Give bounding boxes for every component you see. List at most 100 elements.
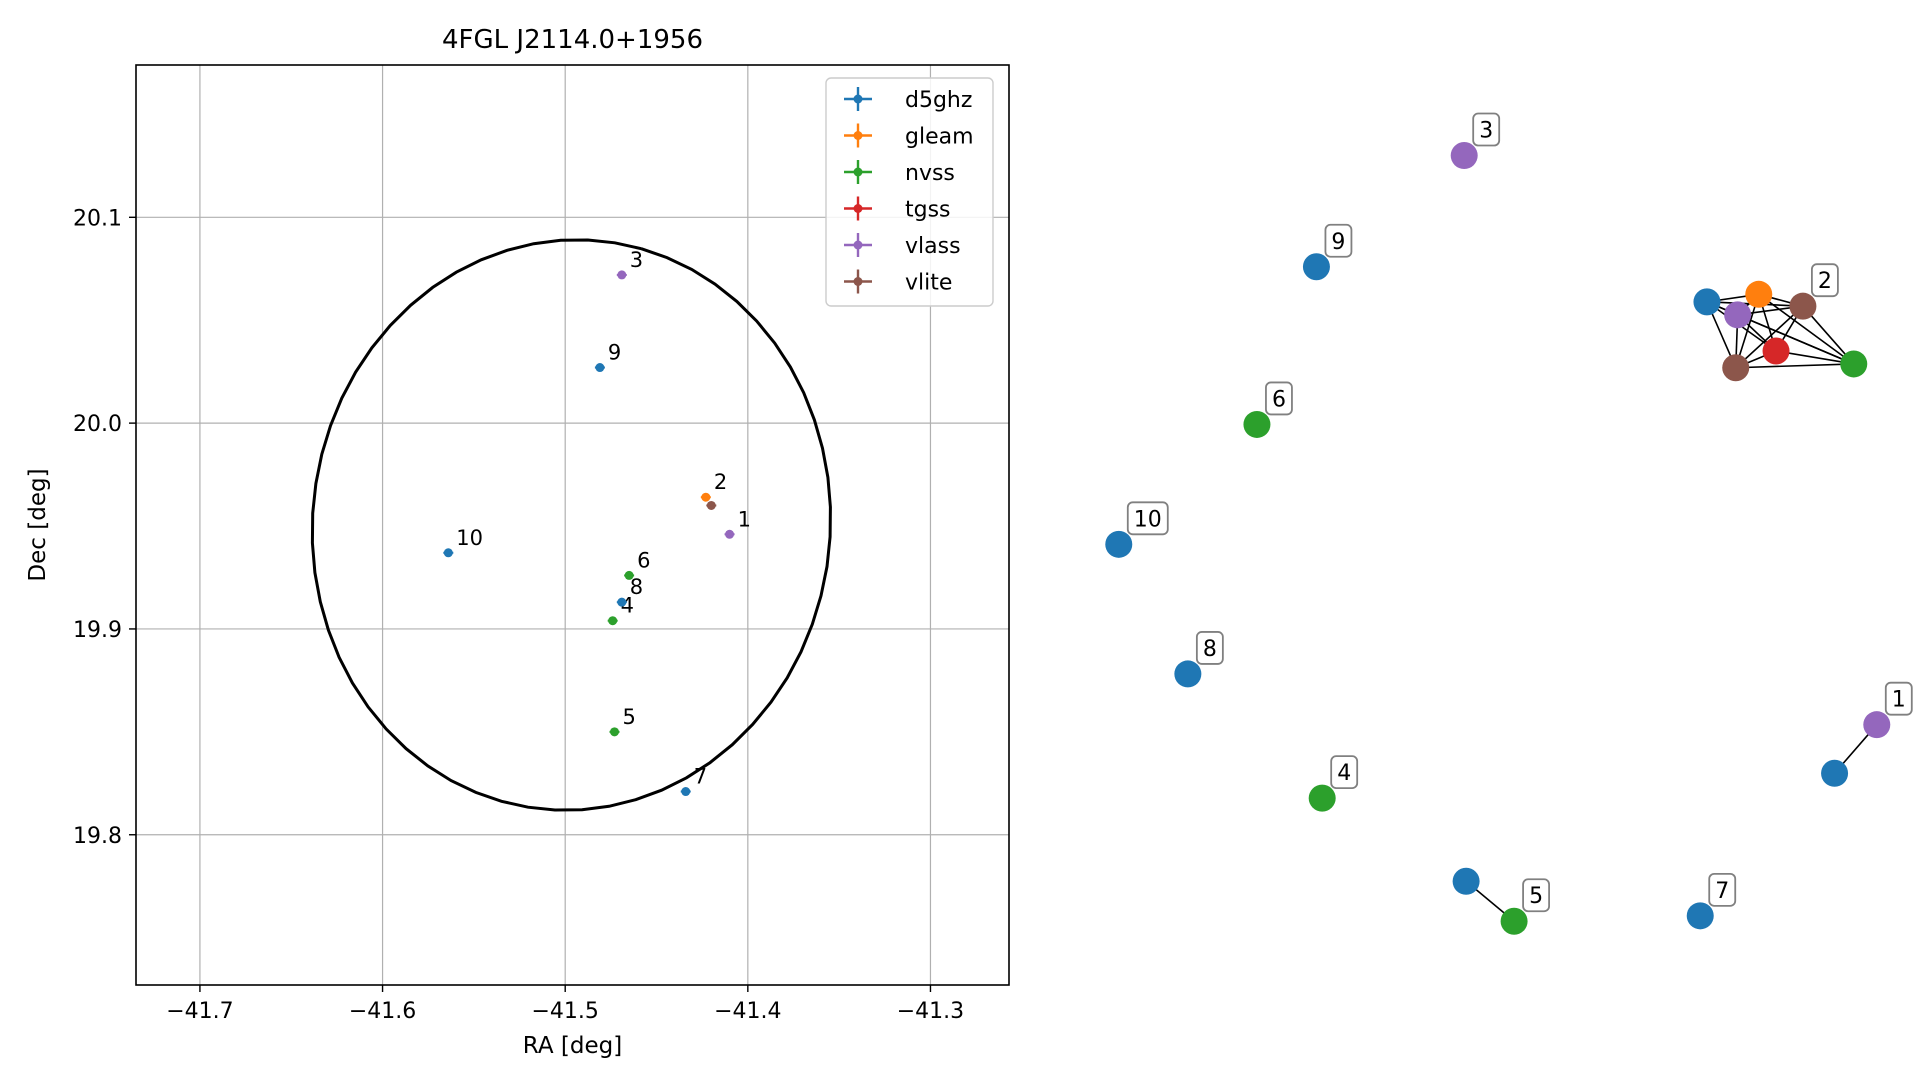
legend-marker-dot bbox=[853, 240, 863, 250]
legend-label: vlite bbox=[905, 271, 952, 296]
graph-edge bbox=[1735, 363, 1854, 369]
graph-label-box bbox=[1884, 681, 1913, 716]
graph-node bbox=[1724, 301, 1752, 329]
source-point-nvss bbox=[624, 570, 634, 580]
legend-label: vlass bbox=[905, 234, 961, 259]
graph-node bbox=[1789, 292, 1817, 320]
graph-label-text: 2 bbox=[1818, 269, 1832, 294]
source-point-d5ghz bbox=[617, 597, 627, 607]
graph-label-text: 7 bbox=[1715, 879, 1729, 904]
graph-node-label: 5 bbox=[1522, 878, 1550, 913]
y-tick-label: 19.9 bbox=[73, 618, 122, 643]
graph-label-box bbox=[1472, 112, 1501, 147]
graph-label-text: 6 bbox=[1272, 387, 1286, 412]
error-ellipse bbox=[310, 238, 832, 812]
graph-label-text: 1 bbox=[1892, 688, 1906, 713]
point-label: 1 bbox=[738, 507, 751, 531]
legend-marker-dot bbox=[853, 204, 863, 213]
x-tick-label: −41.5 bbox=[531, 999, 598, 1024]
source-point-vlite bbox=[706, 500, 716, 510]
legend-item-nvss: nvss bbox=[844, 160, 955, 186]
graph-node bbox=[1450, 142, 1478, 170]
y-tick-label: 20.1 bbox=[73, 206, 122, 231]
x-tick-label: −41.7 bbox=[166, 999, 233, 1024]
graph-label-box bbox=[1522, 878, 1550, 913]
graph-node bbox=[1302, 253, 1330, 281]
legend-marker-dot bbox=[853, 131, 863, 140]
x-axis-label: RA [deg] bbox=[523, 1033, 622, 1059]
graph-label-text: 8 bbox=[1203, 637, 1217, 662]
legend-marker-dot bbox=[853, 277, 863, 286]
graph-node-label: 3 bbox=[1472, 112, 1501, 147]
graph-node bbox=[1693, 288, 1721, 316]
legend-label: d5ghz bbox=[905, 88, 972, 113]
graph-node bbox=[1745, 280, 1773, 308]
graph-node bbox=[1243, 410, 1271, 438]
network-panel: 2 3 9 6 10 8 4 1 5 7 bbox=[1105, 112, 1913, 935]
graph-edge bbox=[1737, 314, 1855, 365]
graph-label-box bbox=[1265, 381, 1293, 416]
y-axis-label: Dec [deg] bbox=[25, 468, 51, 581]
source-point-gleam bbox=[701, 492, 711, 502]
legend-marker-dot bbox=[853, 167, 863, 177]
source-point-nvss bbox=[610, 727, 620, 737]
point-label: 2 bbox=[714, 470, 727, 494]
graph-edge bbox=[1735, 305, 1804, 369]
graph-label-text: 10 bbox=[1134, 507, 1162, 532]
graph-label-text: 5 bbox=[1529, 884, 1543, 909]
graph-node bbox=[1500, 907, 1528, 935]
graph-label-text: 9 bbox=[1331, 230, 1345, 255]
graph-node-label: 7 bbox=[1708, 872, 1737, 907]
graph-node bbox=[1686, 902, 1714, 930]
graph-node-label: 10 bbox=[1126, 501, 1169, 536]
legend: d5ghz gleam nvss tgss vlass vlite bbox=[825, 77, 994, 307]
graph-node bbox=[1308, 784, 1336, 812]
point-label: 10 bbox=[456, 526, 483, 550]
x-tick-label: −41.4 bbox=[714, 999, 781, 1024]
legend-item-gleam: gleam bbox=[844, 123, 974, 150]
graph-node bbox=[1821, 759, 1849, 787]
point-label: 3 bbox=[630, 248, 643, 272]
graph-label-box bbox=[1811, 263, 1839, 298]
point-label: 7 bbox=[694, 765, 707, 789]
legend-item-vlass: vlass bbox=[844, 233, 961, 259]
legend-marker-dot bbox=[853, 94, 863, 104]
legend-item-tgss: tgss bbox=[844, 196, 951, 223]
legend-label: nvss bbox=[905, 161, 955, 186]
graph-node bbox=[1174, 660, 1202, 688]
legend-label: gleam bbox=[905, 125, 974, 150]
x-tick-label: −41.6 bbox=[349, 999, 416, 1024]
source-point-vlass bbox=[617, 270, 627, 280]
graph-label-box bbox=[1195, 631, 1224, 665]
point-label: 9 bbox=[608, 341, 621, 365]
graph-node-label: 6 bbox=[1265, 381, 1293, 416]
source-point-vlass bbox=[725, 529, 735, 539]
legend-item-vlite: vlite bbox=[844, 269, 952, 296]
graph-edge bbox=[1758, 293, 1855, 365]
graph-node bbox=[1105, 530, 1133, 558]
point-label: 5 bbox=[623, 705, 636, 729]
graph-node-label: 1 bbox=[1884, 681, 1913, 716]
source-point-d5ghz bbox=[595, 363, 605, 373]
graph-label-box bbox=[1126, 501, 1169, 536]
source-point-d5ghz bbox=[443, 548, 453, 558]
graph-node bbox=[1452, 867, 1480, 895]
source-point-nvss bbox=[608, 616, 618, 626]
graph-label-text: 4 bbox=[1337, 761, 1351, 786]
graph-node-label: 2 bbox=[1811, 263, 1839, 298]
legend-item-d5ghz: d5ghz bbox=[844, 87, 972, 113]
legend-label: tgss bbox=[905, 198, 951, 223]
point-label: 8 bbox=[630, 575, 643, 599]
graph-label-box bbox=[1708, 872, 1737, 907]
graph-node-label: 4 bbox=[1330, 755, 1359, 790]
graph-label-box bbox=[1324, 223, 1353, 258]
point-label: 6 bbox=[637, 548, 650, 572]
graph-node-label: 8 bbox=[1195, 631, 1224, 665]
graph-label-box bbox=[1330, 755, 1359, 790]
graph-node bbox=[1863, 711, 1891, 739]
graph-node bbox=[1722, 354, 1750, 382]
graph-node-label: 9 bbox=[1324, 223, 1353, 258]
plot-frame bbox=[135, 64, 1010, 986]
y-tick-label: 19.8 bbox=[73, 824, 122, 849]
